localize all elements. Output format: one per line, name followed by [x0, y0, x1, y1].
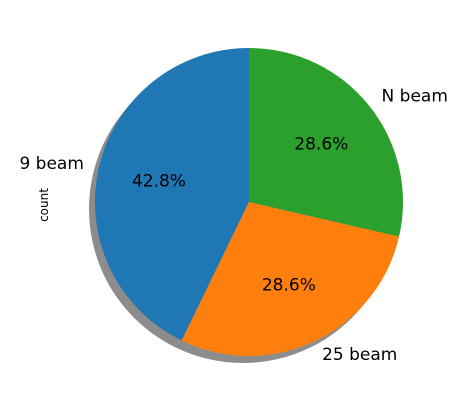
- slice-9-beam: [94, 48, 250, 341]
- pie-slices: [94, 48, 404, 357]
- y-axis-label: count: [37, 188, 51, 222]
- pie-labels: 9 beam 42.8% 25 beam 28.6% N beam 28.6%: [19, 86, 447, 364]
- slice-label-25-beam: 25 beam: [322, 345, 397, 365]
- slice-25-beam: [181, 202, 400, 357]
- slice-label-n-beam: N beam: [382, 86, 448, 106]
- slice-n-beam: [249, 48, 404, 237]
- slice-label-9-beam: 9 beam: [19, 154, 83, 174]
- pct-label-n-beam: 28.6%: [294, 134, 348, 154]
- pct-label-9-beam: 42.8%: [132, 171, 186, 191]
- pct-label-25-beam: 28.6%: [262, 275, 316, 295]
